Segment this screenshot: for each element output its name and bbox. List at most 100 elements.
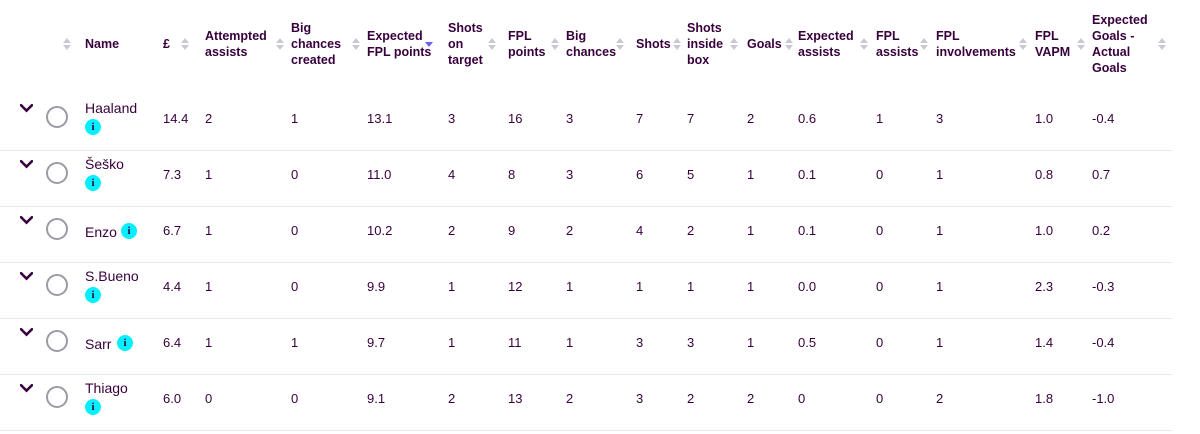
player-name[interactable]: S.Bueno	[85, 268, 139, 284]
cell-shots-on-target: 1	[448, 279, 456, 294]
cell-shots: 7	[636, 111, 644, 126]
cell-xg-minus-goals: -1.0	[1092, 391, 1115, 406]
table-row[interactable]: Sarr i 6.4 1 1 9.7 1 11 1 3 3 1 0.5 0 1 1.4 -0.4	[0, 318, 1172, 375]
column-header-big-chances-created[interactable]: Big chances created	[291, 20, 341, 68]
column-header-label: box	[687, 53, 710, 67]
cell-attempted-assists: 1	[205, 223, 213, 238]
sort-icon[interactable]	[673, 36, 681, 52]
column-header-label: Attempted	[205, 29, 267, 43]
chevron-down-icon[interactable]	[20, 104, 33, 113]
player-info-icon[interactable]: i	[85, 287, 101, 303]
cell-expected-assists: 0.6	[798, 111, 817, 126]
column-header-shots[interactable]: Shots	[636, 36, 671, 52]
column-header-name[interactable]: Name	[85, 36, 119, 52]
select-player-radio[interactable]	[46, 162, 68, 184]
cell-price: 6.4	[163, 335, 182, 350]
select-player-radio[interactable]	[46, 218, 68, 240]
sort-desc-active-icon[interactable]	[425, 36, 433, 52]
column-header-label: on	[448, 37, 464, 51]
player-name[interactable]: Thiago	[85, 380, 128, 396]
cell-big-chances: 2	[566, 223, 574, 238]
cell-fpl-assists: 0	[876, 279, 884, 294]
column-header-label: Name	[85, 37, 120, 51]
sort-icon[interactable]	[181, 36, 189, 52]
chevron-down-icon[interactable]	[20, 272, 33, 281]
cell-shots-inside-box: 2	[687, 391, 695, 406]
sort-icon[interactable]	[1019, 36, 1027, 52]
cell-fpl-vapm: 1.4	[1035, 335, 1054, 350]
sort-icon[interactable]	[920, 36, 928, 52]
cell-fpl-points: 16	[508, 111, 523, 126]
player-info-icon[interactable]: i	[121, 223, 137, 239]
sort-icon[interactable]	[785, 36, 793, 52]
cell-xfpl: 13.1	[367, 111, 393, 126]
cell-big-chances: 1	[566, 279, 574, 294]
sort-icon[interactable]	[860, 36, 868, 52]
chevron-down-icon[interactable]	[20, 328, 33, 337]
select-player-radio[interactable]	[46, 274, 68, 296]
cell-shots: 3	[636, 391, 644, 406]
column-header-fpl-vapm[interactable]: FPL VAPM	[1035, 28, 1070, 60]
sort-icon[interactable]	[730, 36, 738, 52]
column-header-attempted-assists[interactable]: Attempted assists	[205, 28, 267, 60]
cell-shots-inside-box: 7	[687, 111, 695, 126]
column-header-label: Big	[291, 21, 312, 35]
column-header-fpl-assists[interactable]: FPL assists	[876, 28, 918, 60]
chevron-down-icon[interactable]	[20, 160, 33, 169]
chevron-down-icon[interactable]	[20, 384, 33, 393]
sort-icon[interactable]	[1077, 36, 1085, 52]
chevron-down-icon[interactable]	[20, 216, 33, 225]
cell-shots-on-target: 2	[448, 223, 456, 238]
player-name[interactable]: Sarr	[85, 336, 112, 352]
player-info-icon[interactable]: i	[85, 175, 101, 191]
cell-fpl-points: 9	[508, 223, 516, 238]
select-player-radio[interactable]	[46, 330, 68, 352]
cell-fpl-involvements: 3	[936, 111, 944, 126]
cell-goals: 2	[747, 111, 755, 126]
cell-big-chances: 1	[566, 335, 574, 350]
sort-icon[interactable]	[276, 36, 284, 52]
sort-icon[interactable]	[551, 36, 559, 52]
column-header-fpl-involvements[interactable]: FPL involvements	[936, 28, 1016, 60]
column-header-fpl-points[interactable]: FPL points	[508, 28, 546, 60]
column-header-expected-assists[interactable]: Expected assists	[798, 28, 854, 60]
sort-icon[interactable]	[616, 36, 624, 52]
cell-price: 6.0	[163, 391, 182, 406]
column-header-shots-inside-box[interactable]: Shots inside box	[687, 20, 723, 68]
cell-shots-inside-box: 5	[687, 167, 695, 182]
player-name[interactable]: Šeško	[85, 156, 124, 172]
player-info-icon[interactable]: i	[85, 399, 101, 415]
select-player-radio[interactable]	[46, 386, 68, 408]
sort-icon[interactable]	[63, 36, 71, 52]
player-info-icon[interactable]: i	[117, 335, 133, 351]
column-header-price[interactable]: £	[163, 36, 170, 52]
cell-big-chances-created: 0	[291, 279, 299, 294]
select-player-radio[interactable]	[46, 106, 68, 128]
cell-attempted-assists: 2	[205, 111, 213, 126]
column-header-xg-minus-goals[interactable]: Expected Goals - Actual Goals	[1092, 12, 1148, 76]
table-row[interactable]: Haaland i 14.4 2 1 13.1 3 16 3 7 7 2 0.6 1 3 1.0 -0.4	[0, 94, 1172, 151]
column-header-label: Goals	[1092, 61, 1127, 75]
column-header-label: Big	[566, 29, 587, 43]
table-row[interactable]: Šeško i 7.3 1 0 11.0 4 8 3 6 5 1 0.1 0 1 0.8 0.7	[0, 150, 1172, 207]
table-row[interactable]: S.Bueno i 4.4 1 0 9.9 1 12 1 1 1 1 0.0 0 1 2.3 -0.3	[0, 262, 1172, 319]
player-name[interactable]: Enzo	[85, 224, 117, 240]
table-row[interactable]: Enzo i 6.7 1 0 10.2 2 9 2 4 2 1 0.1 0 1 1.0 0.2	[0, 206, 1172, 263]
column-header-goals[interactable]: Goals	[747, 36, 782, 52]
column-header-big-chances[interactable]: Big chances	[566, 28, 616, 60]
cell-big-chances-created: 1	[291, 111, 299, 126]
column-header-xfpl[interactable]: Expected FPL points	[367, 28, 431, 60]
cell-fpl-involvements: 1	[936, 223, 944, 238]
column-header-label: assists	[798, 45, 841, 59]
table-row[interactable]: Thiago i 6.0 0 0 9.1 2 13 2 3 2 2 0 0 2 1.8 -1.0	[0, 374, 1172, 431]
column-header-shots-on-target[interactable]: Shots on target	[448, 20, 483, 68]
sort-icon[interactable]	[488, 36, 496, 52]
cell-fpl-points: 8	[508, 167, 516, 182]
sort-icon[interactable]	[1158, 36, 1166, 52]
cell-xg-minus-goals: -0.4	[1092, 335, 1115, 350]
player-name[interactable]: Haaland	[85, 100, 138, 116]
sort-icon[interactable]	[352, 36, 360, 52]
cell-fpl-vapm: 1.0	[1035, 111, 1054, 126]
cell-xg-minus-goals: -0.4	[1092, 111, 1115, 126]
player-info-icon[interactable]: i	[85, 119, 101, 135]
